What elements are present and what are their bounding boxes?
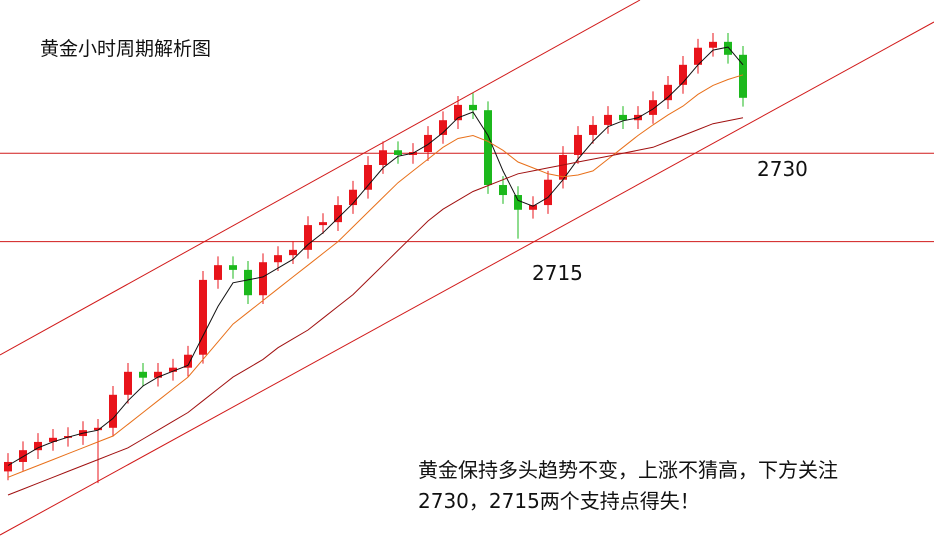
candle-body	[394, 150, 402, 155]
moving-average	[7, 117, 744, 496]
candle-body	[49, 437, 57, 442]
candle-body	[379, 150, 387, 165]
moving-average	[7, 74, 744, 478]
candle-body	[19, 450, 27, 462]
candle-body	[559, 154, 567, 180]
candle-body	[199, 279, 207, 355]
candle-body	[424, 134, 432, 153]
candle-body	[259, 262, 267, 296]
candle-body	[454, 104, 462, 121]
candle-body	[694, 47, 702, 65]
candle-body	[544, 179, 552, 206]
candle-body	[709, 41, 717, 48]
candle-body	[274, 255, 282, 263]
candle-body	[499, 185, 507, 196]
channel-upper	[0, 0, 641, 356]
candle-body	[589, 124, 597, 135]
candle-body	[319, 222, 327, 226]
level-label: 2730	[757, 157, 808, 181]
candle-body	[664, 84, 672, 101]
candle-body	[124, 371, 132, 395]
candle-body	[4, 461, 12, 472]
candle-body	[289, 249, 297, 256]
candle-body	[334, 205, 342, 223]
annotation: 黄金保持多头趋势不变，上涨不猜高，下方关注	[418, 458, 838, 482]
candle-body	[304, 225, 312, 250]
annotation: 2730，2715两个支持点得失！	[418, 489, 700, 513]
candle-body	[364, 164, 372, 190]
candle-body	[94, 427, 102, 431]
candle-body	[529, 205, 537, 210]
candle-body	[649, 100, 657, 115]
candle-body	[229, 265, 237, 270]
candle-body	[574, 134, 582, 155]
candle-body	[214, 265, 222, 280]
candle-body	[184, 354, 192, 368]
candle-body	[244, 269, 252, 296]
candle-body	[349, 189, 357, 206]
candle-body	[169, 367, 177, 372]
chart-title: 黄金小时周期解析图	[40, 38, 211, 60]
candle-body	[139, 371, 147, 378]
candle-body	[469, 104, 477, 111]
candle-body	[34, 441, 42, 451]
level-label: 2715	[532, 261, 583, 285]
candle-body	[514, 195, 522, 210]
candle-body	[109, 394, 117, 428]
candle-body	[619, 114, 627, 121]
channel-lower	[0, 21, 934, 536]
candle-body	[724, 41, 732, 55]
candle-body	[439, 120, 447, 135]
candle-body	[739, 54, 747, 98]
candle-body	[604, 114, 612, 125]
moving-average	[7, 46, 744, 466]
candle-body	[484, 110, 492, 186]
candle-body	[154, 371, 162, 378]
candle-body	[679, 64, 687, 85]
